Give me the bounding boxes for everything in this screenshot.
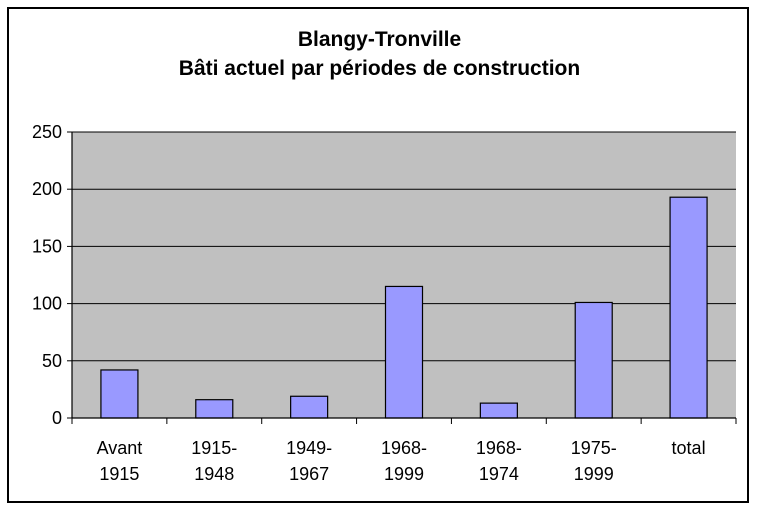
- bar: [669, 196, 708, 419]
- bar: [195, 399, 234, 419]
- x-tick-label: total: [672, 438, 706, 458]
- chart-subtitle: Bâti actuel par périodes de construction: [178, 57, 581, 80]
- y-tick-label: 0: [52, 408, 62, 428]
- y-tick-label: 50: [42, 351, 62, 371]
- y-tick-label: 200: [32, 179, 62, 199]
- x-tick-label: 1949-1967: [286, 438, 332, 484]
- bar: [479, 402, 518, 419]
- x-tick-label: 1968-1999: [381, 438, 427, 484]
- chart-title: Blangy-Tronville: [297, 28, 462, 51]
- x-tick-label: 1915-1948: [191, 438, 237, 484]
- bar: [290, 395, 329, 419]
- x-tick-label: 1975-1999: [571, 438, 617, 484]
- y-tick-label: 100: [32, 294, 62, 314]
- x-tick-label: Avant 1915: [97, 438, 143, 484]
- y-tick-label: 150: [32, 236, 62, 256]
- bar: [384, 285, 424, 419]
- x-tick-label: 1968-1974: [476, 438, 522, 484]
- bar: [574, 301, 613, 419]
- y-tick-label: 250: [32, 122, 62, 142]
- bar: [100, 369, 139, 419]
